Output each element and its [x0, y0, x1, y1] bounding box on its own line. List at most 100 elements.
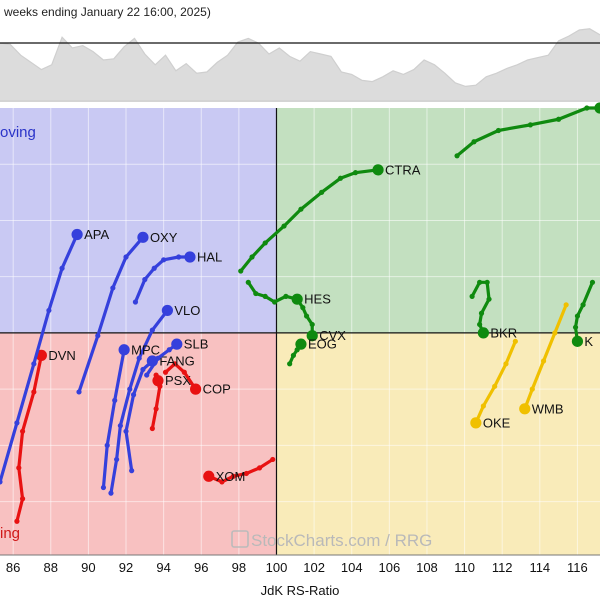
series-oke[interactable]: OKE [470, 338, 518, 431]
symbol-label: COP [203, 382, 231, 397]
head-point[interactable] [519, 403, 531, 415]
x-tick-label: 114 [529, 560, 550, 575]
series-wmb[interactable]: WMB [519, 302, 569, 416]
x-tick-label: 96 [194, 560, 208, 575]
tail-point [503, 361, 509, 367]
symbol-label: APA [84, 227, 109, 242]
tail-point [477, 321, 483, 328]
symbol-label: OXY [150, 230, 178, 245]
head-point[interactable] [477, 327, 489, 339]
head-point[interactable] [470, 417, 482, 429]
series-cvx[interactable]: CVX [294, 296, 347, 344]
series-psx[interactable]: PSX [149, 372, 192, 432]
symbol-label: XOM [216, 469, 246, 484]
head-point[interactable] [152, 375, 164, 387]
head-point[interactable] [295, 338, 307, 350]
tail-point [589, 279, 596, 285]
tail-point [129, 468, 135, 474]
head-point[interactable] [137, 231, 149, 243]
tail-point [477, 279, 483, 285]
series-xom[interactable]: XOM [203, 456, 276, 485]
watermark-logo-icon [231, 530, 249, 548]
symbol-label: MPC [131, 342, 160, 357]
tail-point [529, 386, 535, 392]
tail-point [253, 290, 259, 297]
x-axis-title: JdK RS-Ratio [261, 583, 340, 598]
tail-point [281, 223, 287, 229]
series-vlo[interactable]: VLO [108, 303, 200, 496]
series-fang[interactable]: FANG [123, 354, 195, 474]
tail-point [471, 139, 477, 145]
tail-apa [0, 232, 79, 484]
quadrant-weakening [276, 332, 600, 555]
tail-point [495, 127, 502, 134]
series-k[interactable]: K [571, 279, 596, 349]
head-point[interactable] [203, 470, 215, 482]
tail-point [290, 352, 297, 358]
tail-point [309, 321, 315, 328]
head-point[interactable] [171, 338, 183, 350]
series-ctra[interactable]: CTRA [238, 162, 421, 274]
symbol-label: CVX [319, 328, 346, 343]
series-bkr[interactable]: BKR [469, 279, 518, 341]
symbol-label: HES [304, 292, 331, 307]
tail-point [95, 333, 101, 339]
tail-point [104, 442, 110, 448]
series-hal[interactable]: HAL [132, 250, 222, 305]
tail-point [149, 327, 155, 333]
tail-point [270, 456, 276, 463]
head-point[interactable] [372, 164, 384, 176]
tail-point [584, 105, 590, 111]
symbol-label: CTRA [385, 162, 421, 177]
series-oxy[interactable]: OXY [76, 230, 178, 395]
tail-point [108, 490, 114, 496]
tail-point [31, 389, 37, 395]
symbol-label: K [584, 334, 593, 349]
improving-label: oving [0, 124, 36, 141]
series-apa[interactable]: APA [0, 227, 109, 485]
series-mpc[interactable]: MPC [100, 342, 160, 491]
tail-point [272, 299, 278, 305]
benchmark-panel: weeks ending January 22 16:00, 2025) [0, 0, 600, 102]
tail-point [181, 369, 187, 375]
head-point[interactable] [118, 344, 130, 356]
series-slb[interactable]: SLB [144, 337, 208, 378]
tail-point [337, 175, 344, 181]
benchmark-area [0, 28, 600, 100]
head-point[interactable] [161, 304, 173, 317]
quadrant-lagging [0, 332, 277, 555]
watermark: StockCharts.com / RRG [231, 530, 432, 550]
tail-point [245, 279, 251, 285]
tail-point [572, 324, 579, 330]
tail-point [142, 276, 148, 283]
head-point[interactable] [190, 383, 202, 395]
tail-point [19, 428, 26, 434]
tail-point [230, 473, 236, 479]
tail-point [19, 496, 26, 502]
tail-point [478, 310, 485, 316]
head-point[interactable] [594, 102, 600, 114]
tail-point [219, 479, 225, 485]
tail-point [100, 484, 107, 491]
series-unlabeled[interactable] [454, 102, 600, 159]
tail-point [130, 392, 137, 398]
x-tick-label: 94 [156, 560, 170, 575]
head-point[interactable] [306, 330, 318, 342]
tail-point [31, 361, 37, 367]
tail-point [14, 518, 20, 524]
series-cop[interactable]: COP [162, 361, 231, 397]
head-point[interactable] [184, 251, 196, 263]
tail-point [46, 307, 52, 314]
tail-point [486, 296, 492, 302]
tail-cop [163, 362, 198, 391]
tail-point [492, 383, 498, 389]
x-tick-label: 92 [119, 560, 133, 575]
head-point[interactable] [571, 335, 584, 347]
tail-point [319, 189, 325, 195]
tail-point [283, 293, 289, 299]
tail-point [469, 293, 475, 299]
series-eog[interactable]: EOG [287, 337, 337, 367]
head-point[interactable] [71, 228, 83, 241]
